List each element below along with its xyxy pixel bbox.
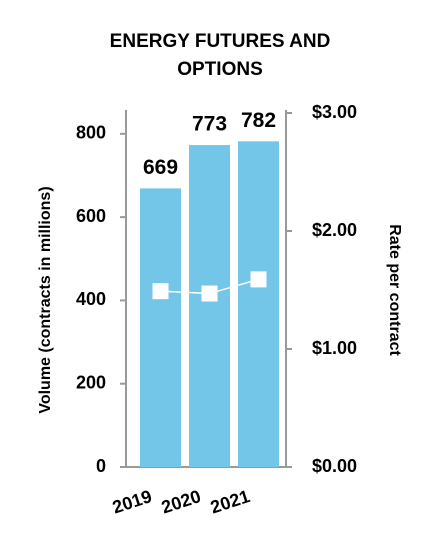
y-tick-label: 400 (76, 289, 106, 309)
bar (238, 141, 279, 467)
y2-tick-label: $0.00 (312, 456, 357, 476)
y2-tick-label: $3.00 (312, 102, 357, 122)
chart-title: ENERGY FUTURES AND OPTIONS (109, 31, 331, 80)
x-tick-label: 2019 (110, 486, 154, 517)
bar (140, 188, 181, 468)
y2-axis-label: Rate per contract (386, 224, 403, 356)
line-marker (201, 285, 218, 302)
value-label: 782 (241, 109, 276, 132)
x-tick-label: 2020 (159, 486, 203, 517)
y-tick-label: 800 (76, 123, 106, 143)
value-label: 669 (143, 156, 178, 179)
y-tick-label: 600 (76, 206, 106, 226)
y2-tick-label: $1.00 (312, 338, 357, 358)
value-label: 773 (192, 113, 227, 136)
y-tick-label: 200 (76, 372, 106, 392)
line-marker (152, 283, 169, 300)
y2-tick-label: $2.00 (312, 220, 357, 240)
y-axis-label: Volume (contracts in millions) (37, 186, 54, 413)
x-tick-label: 2021 (208, 486, 252, 517)
line-marker (250, 271, 267, 288)
bar (189, 145, 230, 467)
y-tick-label: 0 (96, 456, 106, 476)
